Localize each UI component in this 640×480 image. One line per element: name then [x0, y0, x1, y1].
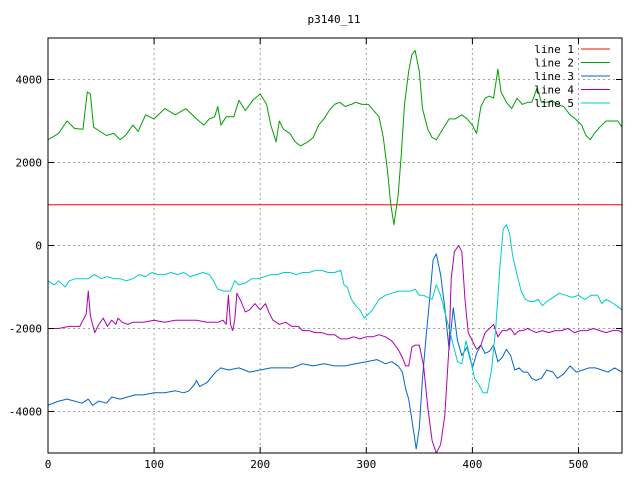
- series-line-4: [48, 245, 622, 453]
- legend-label: line 5: [534, 97, 574, 110]
- x-tick-label: 0: [45, 458, 52, 471]
- x-tick-label: 300: [356, 458, 376, 471]
- series-line-3: [48, 253, 622, 450]
- x-tick-label: 100: [144, 458, 164, 471]
- legend-label: line 1: [534, 43, 574, 56]
- legend-label: line 3: [534, 70, 574, 83]
- legend-label: line 2: [534, 57, 574, 70]
- x-tick-label: 200: [250, 458, 270, 471]
- series-lines: [48, 49, 622, 453]
- chart-title: p3140_11: [308, 13, 361, 26]
- y-tick-label: -2000: [9, 323, 42, 336]
- y-tick-label: 0: [35, 240, 42, 253]
- x-tick-label: 400: [462, 458, 482, 471]
- x-tick-label: 500: [569, 458, 589, 471]
- y-tick-label: -4000: [9, 406, 42, 419]
- series-line-5: [48, 224, 622, 394]
- y-tick-label: 2000: [16, 157, 43, 170]
- series-line-2: [48, 49, 622, 226]
- y-tick-label: 4000: [16, 74, 43, 87]
- grid: [48, 38, 622, 453]
- legend-label: line 4: [534, 84, 574, 97]
- axis-ticks: 0 100 200 300 400 500 -4000 -2000 0 2000 4000: [9, 38, 622, 471]
